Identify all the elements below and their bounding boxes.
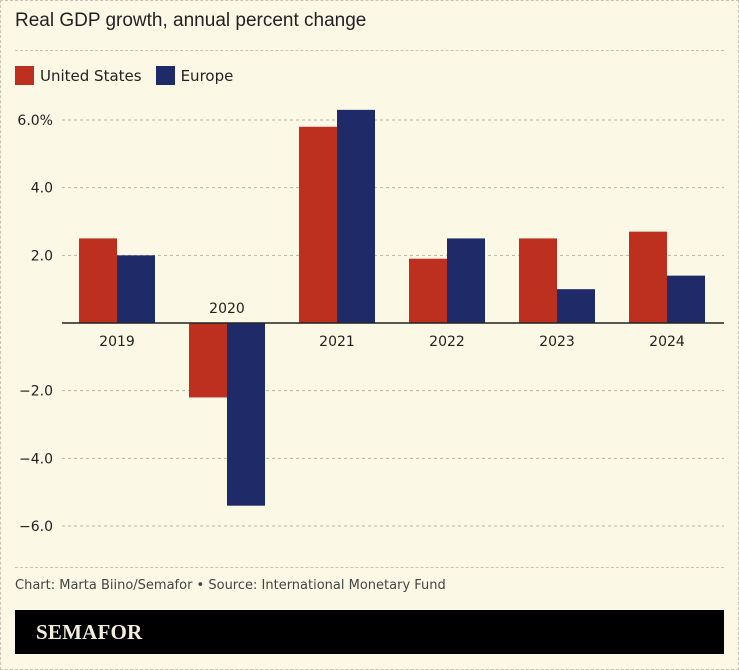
legend-swatch-united-states: [15, 66, 34, 85]
bar-united-states-2021: [299, 126, 337, 324]
chart-title: Real GDP growth, annual percent change: [15, 10, 367, 31]
bar-united-states-2019: [79, 238, 117, 323]
footer-divider: [15, 567, 724, 568]
x-axis-ticks: 2019 2020 2021 2022 2023 2024: [99, 301, 685, 350]
y-tick-label: 4.0: [31, 181, 53, 197]
gridlines: [62, 119, 724, 527]
brand-bar: SEMAFOR: [15, 610, 724, 654]
x-tick-label: 2022: [429, 334, 465, 350]
bar-united-states-2020: [189, 323, 227, 398]
bar-europe-2024: [667, 275, 705, 323]
bar-europe-2022: [447, 238, 485, 323]
x-tick-label: 2020: [209, 301, 245, 317]
legend: United States Europe: [15, 66, 247, 85]
legend-item-europe: Europe: [155, 66, 234, 85]
y-tick-label: −4.0: [19, 451, 53, 467]
y-tick-label: 2.0: [31, 248, 53, 264]
x-tick-label: 2019: [99, 334, 135, 350]
bar-europe-2019: [117, 255, 155, 323]
bar-united-states-2024: [629, 231, 667, 323]
bar-europe-2023: [557, 289, 595, 323]
y-tick-label: −6.0: [19, 519, 53, 535]
legend-label-europe: Europe: [180, 66, 234, 85]
bar-united-states-2023: [519, 238, 557, 323]
chart-credit: Chart: Marta Biino/Semafor • Source: Int…: [15, 578, 446, 593]
y-tick-label: −2.0: [19, 384, 53, 400]
legend-label-united-states: United States: [40, 66, 142, 85]
bars: [79, 109, 705, 506]
bar-europe-2020: [227, 323, 265, 506]
x-tick-label: 2024: [649, 334, 685, 350]
y-axis-ticks: 6.0% 4.0 2.0 −2.0 −4.0 −6.0: [17, 113, 53, 535]
semafor-logo: SEMAFOR: [36, 619, 143, 644]
x-tick-label: 2021: [319, 334, 355, 350]
legend-item-united-states: United States: [15, 66, 142, 85]
bar-united-states-2022: [409, 258, 447, 323]
title-divider: [15, 50, 724, 51]
x-tick-label: 2023: [539, 334, 575, 350]
bar-europe-2021: [337, 109, 375, 323]
y-tick-label: 6.0%: [17, 113, 53, 129]
legend-swatch-europe: [155, 66, 175, 85]
